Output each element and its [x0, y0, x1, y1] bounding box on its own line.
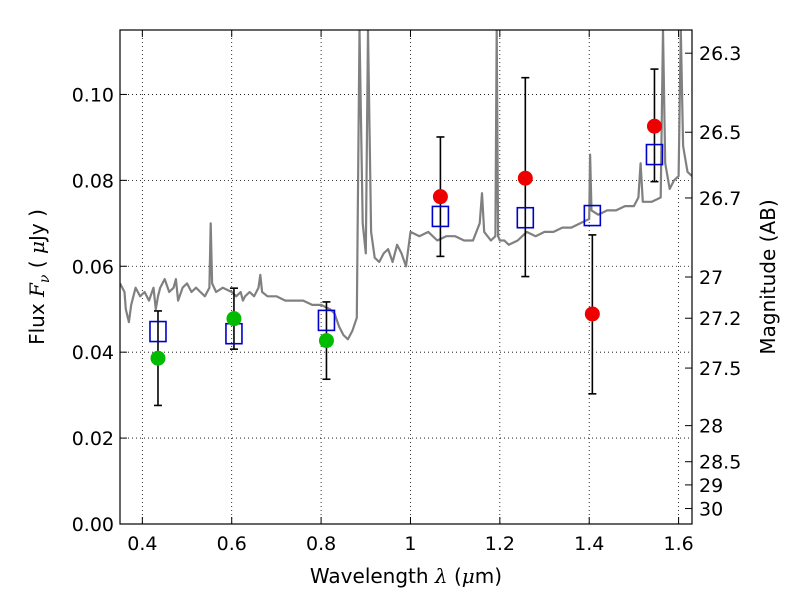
grid [120, 30, 692, 525]
tick-layer: 0.4 0.6 0.8 1 1.2 1.4 1.6 0.00 0.02 0.04 0.06 0.08 0… [72, 30, 741, 555]
errorbar-layer [153, 68, 659, 407]
y-tick-label: 0.04 [72, 342, 114, 364]
y-tick-label: 0.08 [72, 170, 114, 192]
spectrum-line [120, 30, 692, 341]
y2-tick-label: 27.2 [699, 308, 741, 330]
model-photometry-square [431, 205, 450, 228]
y-tick-label: 0.10 [72, 84, 114, 106]
x-axis-label: Wavelength λ (μm) [310, 564, 502, 588]
y-axis-label: Flux Fν ( μJy ) [25, 209, 53, 345]
y2-tick-label: 26.7 [699, 188, 741, 210]
y-tick-label: 0.06 [72, 256, 114, 278]
observed-point [432, 189, 448, 205]
y2-tick-label: 26.3 [699, 43, 741, 65]
y2-tick-label: 28.5 [699, 452, 741, 474]
spectrum-layer [120, 30, 692, 341]
model-photometry-square [149, 320, 167, 343]
observed-point [517, 170, 533, 186]
y-tick-label: 0.00 [72, 514, 114, 536]
y2-tick-label: 26.5 [699, 122, 741, 144]
model-photometry-square [583, 204, 602, 227]
x-tick-label: 0.4 [127, 533, 157, 555]
y2-tick-label: 27.5 [699, 358, 741, 380]
x-tick-label: 0.6 [217, 533, 247, 555]
x-tick-label: 1.4 [574, 533, 604, 555]
y2-tick-label: 30 [699, 499, 723, 521]
y2-tick-label: 29 [699, 475, 723, 497]
model-photometry-square [645, 143, 664, 166]
observed-point [646, 118, 662, 134]
y2-tick-label: 28 [699, 416, 723, 438]
x-tick-label: 1.2 [485, 533, 515, 555]
observed-point [318, 333, 334, 349]
plot-frame [119, 29, 693, 525]
y2-axis-label: Magnitude (AB) [756, 199, 780, 354]
observed-point [226, 311, 242, 327]
x-tick-label: 1.6 [663, 533, 693, 555]
marker-layer [149, 118, 664, 366]
observed-point [584, 306, 600, 322]
model-photometry-square [516, 206, 535, 229]
y-tick-label: 0.02 [72, 428, 114, 450]
observed-point [150, 350, 166, 366]
y2-tick-label: 27 [699, 267, 723, 289]
x-tick-label: 0.8 [306, 533, 336, 555]
x-tick-label: 1 [404, 533, 416, 555]
model-photometry-square [317, 309, 336, 332]
